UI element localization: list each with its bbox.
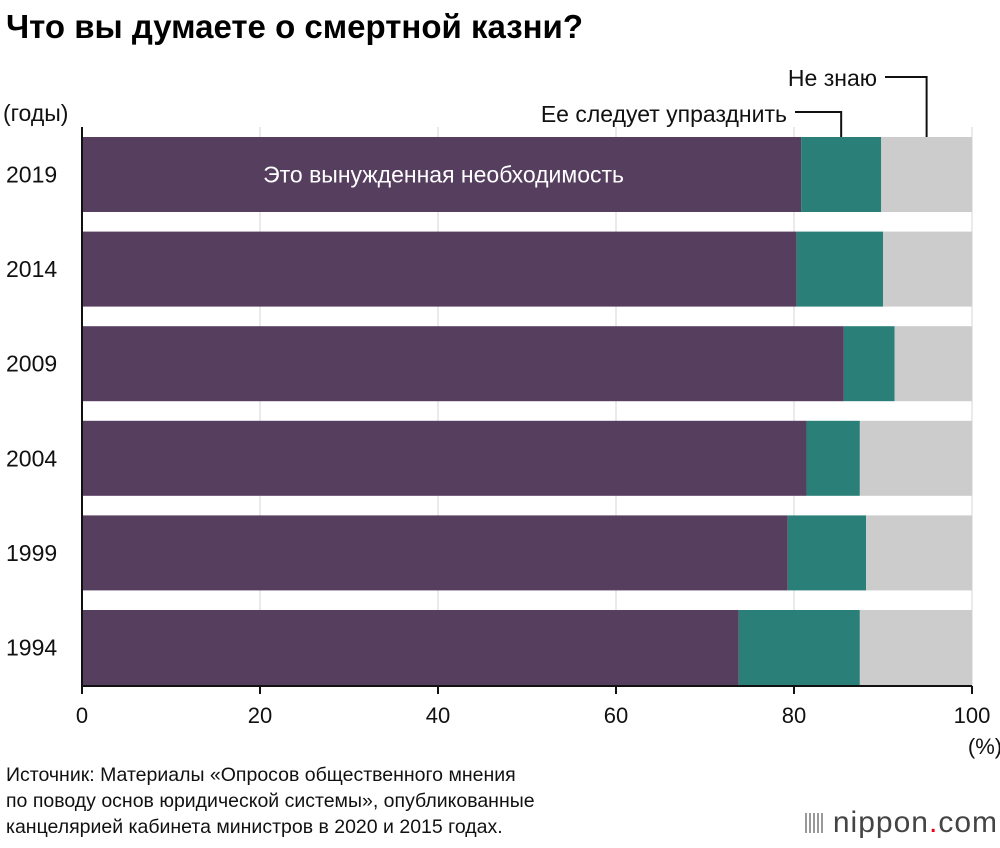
- bar-segment: [82, 420, 807, 496]
- legend-label: Ее следует упразднить: [541, 101, 787, 127]
- value-axis-unit: (%): [968, 734, 1000, 759]
- bar-segment: [82, 231, 797, 307]
- bar-segment: [883, 231, 972, 307]
- x-tick-label: 100: [954, 703, 991, 728]
- y-tick-label: 2019: [6, 162, 57, 188]
- x-tick-label: 40: [426, 703, 450, 728]
- x-tick-label: 80: [782, 703, 806, 728]
- bar-segment: [866, 515, 972, 591]
- bar-segment: [801, 137, 882, 212]
- y-tick-label: 1994: [6, 635, 57, 661]
- legend-label: Не знаю: [788, 65, 877, 91]
- chart-figure: Что вы думаете о смертной казни? (годы) …: [3, 8, 1000, 759]
- bar-segment: [796, 231, 883, 307]
- bar-segment: [82, 515, 788, 591]
- brand-dot: .: [928, 806, 939, 839]
- bars: [82, 137, 972, 685]
- x-tick-label: 0: [76, 703, 88, 728]
- bar-segment: [82, 137, 802, 212]
- brand-name: nippon: [832, 806, 929, 839]
- y-tick-label: 2004: [6, 445, 57, 471]
- bar-segment: [738, 610, 860, 685]
- x-tick-label: 60: [604, 703, 628, 728]
- bar-segment: [843, 326, 895, 402]
- source-line: по поводу основ юридической системы», оп…: [6, 790, 535, 812]
- source-line: канцелярией кабинета министров в 2020 и …: [6, 816, 503, 838]
- y-tick-label: 2009: [6, 351, 57, 377]
- source-line: Источник: Материалы «Опросов общественно…: [6, 764, 516, 786]
- legend-label: Это вынужденная необходимость: [263, 162, 624, 188]
- y-tick-label: 1999: [6, 540, 57, 566]
- bar-segment: [82, 610, 739, 685]
- x-tick-label: 20: [248, 703, 272, 728]
- bar-segment: [859, 420, 972, 496]
- bar-segment: [859, 610, 972, 685]
- legend-leader-line: [795, 111, 843, 137]
- bar-segment: [82, 326, 844, 402]
- value-axis: 0 20 40 60 80 100 2019 2014 2009 2004 1999 1994: [6, 127, 990, 728]
- gridlines: [259, 127, 973, 686]
- bar-segment: [881, 137, 972, 212]
- bar-segment: [806, 420, 860, 496]
- legend-leader-line: [885, 76, 928, 137]
- brand-tld: com: [938, 806, 998, 839]
- source-note: Источник: Материалы «Опросов общественно…: [6, 762, 535, 840]
- bar-segment: [894, 326, 972, 402]
- y-tick-label: 2014: [6, 256, 57, 282]
- bar-segment: [787, 515, 867, 591]
- chart-title: Что вы думаете о смертной казни?: [6, 8, 583, 45]
- brand-mark-icon: [804, 813, 825, 833]
- brand-logo: nippon. com: [804, 806, 998, 840]
- category-axis-label: (годы): [3, 100, 68, 126]
